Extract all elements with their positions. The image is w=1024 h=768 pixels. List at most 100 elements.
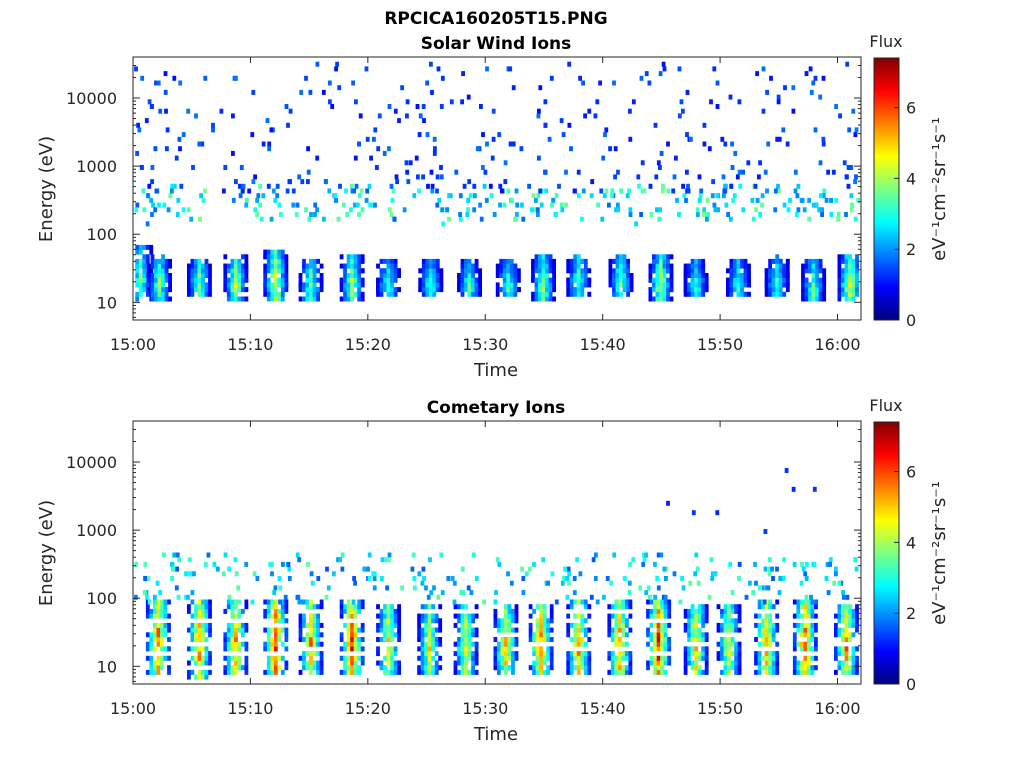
flux-cell [573,268,578,274]
flux-cell [776,99,781,105]
flux-cell [803,604,808,610]
flux-cell [393,263,398,269]
flux-cell [621,641,626,647]
flux-cell [546,637,551,642]
flux-cell [397,637,401,642]
flux-cell [346,608,351,614]
flux-cell [379,613,384,619]
flux-cell [342,202,346,208]
flux-cell [460,655,465,661]
flux-cell [642,557,647,563]
flux-cell [212,561,217,567]
flux-cell [467,258,472,264]
flux-cell [527,183,531,189]
flux-cell [380,576,384,581]
flux-cell [625,665,629,671]
flux-cell [372,571,377,577]
flux-cell [177,557,182,563]
flux-cell [230,627,235,633]
flux-cell [457,651,461,657]
flux-cell [187,268,191,274]
flux-cell [659,287,663,293]
flux-cell [284,660,289,666]
flux-cell [393,608,398,614]
flux-cell [589,193,594,199]
flux-cell [391,188,396,194]
flux-cell [277,296,282,302]
flux-cell [498,202,502,208]
flux-cell [346,655,351,661]
flux-cell [778,263,783,269]
flux-cell [397,287,401,293]
flux-cell [237,622,242,628]
flux-cell [566,632,571,638]
flux-cell [160,632,164,638]
flux-cell [664,566,669,572]
flux-cell [564,202,568,208]
flux-cell [731,197,735,203]
flux-cell [390,604,394,610]
flux-cell [796,669,801,675]
flux-cell [154,268,158,274]
flux-cell [810,637,815,642]
flux-cell [775,136,780,142]
flux-cell [621,669,626,675]
flux-cell [312,287,317,293]
flux-cell [386,287,391,293]
y-tick-label: 1000 [76,157,117,176]
flux-cell [573,258,578,264]
flux-cell [194,627,198,633]
flux-cell [379,282,384,288]
flux-cell [464,669,468,675]
flux-cell [503,160,508,166]
flux-cell [727,608,731,614]
flux-cell [546,669,551,675]
flux-cell [845,61,850,67]
flux-cell [687,273,691,278]
flux-cell [678,599,683,605]
flux-cell [135,249,140,255]
flux-cell [467,646,472,652]
flux-cell [432,282,437,288]
flux-cell [801,599,806,605]
flux-cell [737,608,742,614]
flux-cell [244,655,249,661]
flux-cell [277,613,282,619]
flux-cell [595,99,600,105]
flux-cell [405,99,410,105]
flux-cell [727,669,731,675]
flux-cell [656,641,661,647]
flux-cell [386,613,391,619]
flux-cell [848,622,852,628]
flux-cell [460,258,465,264]
flux-cell [453,660,458,666]
flux-cell [223,641,228,647]
flux-cell [851,268,856,274]
flux-cell [521,590,526,596]
flux-cell [622,282,627,288]
flux-cell [690,651,695,657]
flux-cell [390,622,394,628]
flux-cell [652,268,656,274]
flux-cell [771,627,776,633]
flux-cell [573,287,578,293]
flux-cell [336,216,341,222]
x-tick-label: 15:20 [345,335,391,354]
flux-cell [295,552,300,558]
flux-cell [621,604,626,610]
flux-cell [493,660,498,666]
flux-cell [160,608,164,614]
flux-cell [142,277,147,283]
flux-cell [493,599,498,605]
flux-cell [223,287,228,293]
flux-cell [305,632,310,638]
flux-cell [436,66,441,72]
flux-cell [771,287,776,293]
flux-cell [154,282,158,288]
flux-cell [208,613,212,619]
flux-cell [648,263,653,269]
flux-cell [280,273,285,278]
flux-cell [583,263,588,269]
flux-cell [460,641,465,647]
flux-cell [434,651,439,657]
